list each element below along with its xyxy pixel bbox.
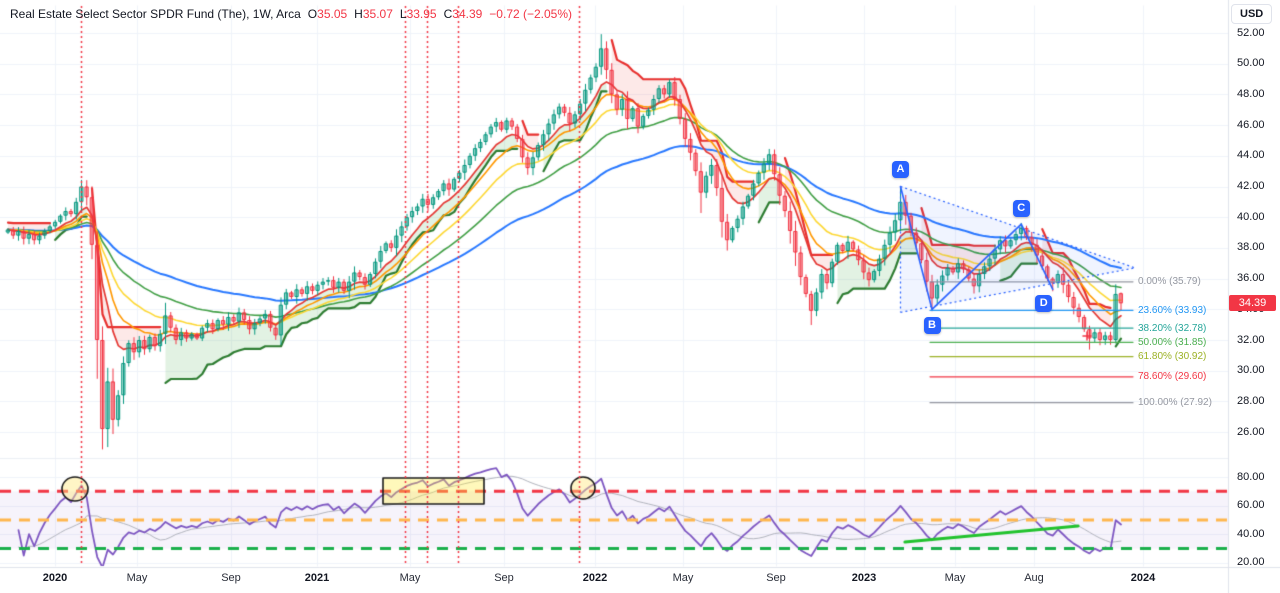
price-tick-label: 44.00 <box>1237 149 1265 162</box>
fib-level-label: 100.00% (27.92) <box>1138 397 1212 409</box>
high-value: 35.07 <box>362 7 393 21</box>
price-tick-label: 38.00 <box>1237 241 1265 254</box>
price-tick-label: 46.00 <box>1237 118 1265 131</box>
fib-level-label: 50.00% (31.85) <box>1138 336 1207 348</box>
price-tick-label: 50.00 <box>1237 57 1265 70</box>
price-tick-label: 26.00 <box>1237 425 1265 438</box>
fib-level-label: 78.60% (29.60) <box>1138 371 1207 383</box>
symbol-title[interactable]: Real Estate Select Sector SPDR Fund (The… <box>10 7 301 21</box>
time-tick-label: Sep <box>494 572 514 584</box>
time-tick-label: Sep <box>766 572 786 584</box>
price-tick-label: 30.00 <box>1237 364 1265 377</box>
title-bar: Real Estate Select Sector SPDR Fund (The… <box>10 7 572 21</box>
last-price-badge: 34.39 <box>1229 295 1276 312</box>
pattern-point-d[interactable]: D <box>1035 294 1053 312</box>
price-tick-label: 32.00 <box>1237 333 1265 346</box>
rsi-tick-label: 20.00 <box>1237 556 1265 569</box>
time-tick-label: Aug <box>1024 572 1044 584</box>
time-tick-label: 2021 <box>304 572 330 584</box>
price-tick-label: 52.00 <box>1237 26 1265 39</box>
fib-level-label: 61.80% (30.92) <box>1138 351 1207 363</box>
currency-button[interactable]: USD <box>1231 4 1273 24</box>
fib-level-label: 23.60% (33.93) <box>1138 304 1207 316</box>
time-tick-label: May <box>944 572 966 584</box>
low-label: L <box>399 7 407 21</box>
pattern-point-c[interactable]: C <box>1012 199 1030 217</box>
open-label: O <box>307 7 318 21</box>
time-tick-label: May <box>399 572 421 584</box>
time-tick-label: 2024 <box>1130 572 1156 584</box>
time-tick-label: Sep <box>221 572 241 584</box>
price-tick-label: 42.00 <box>1237 180 1265 192</box>
open-value: 35.05 <box>317 7 348 21</box>
pattern-point-a[interactable]: A <box>892 161 909 178</box>
price-tick-label: 48.00 <box>1237 87 1265 100</box>
time-tick-label: 2023 <box>851 572 877 584</box>
rsi-tick-label: 80.00 <box>1237 470 1265 483</box>
rsi-tick-label: 60.00 <box>1237 499 1265 512</box>
fib-level-label: 0.00% (35.79) <box>1138 276 1201 288</box>
price-tick-label: 28.00 <box>1237 394 1265 407</box>
rsi-tick-label: 40.00 <box>1237 527 1265 540</box>
time-tick-label: 2022 <box>582 572 608 584</box>
pattern-point-b[interactable]: B <box>923 316 941 334</box>
price-tick-label: 36.00 <box>1237 272 1265 285</box>
time-tick-label: 2020 <box>42 572 68 584</box>
time-tick-label: May <box>672 572 694 584</box>
change-value: −0.72 (−2.05%) <box>489 7 573 21</box>
high-label: H <box>354 7 363 21</box>
close-value: 34.39 <box>452 7 483 21</box>
price-tick-label: 40.00 <box>1237 210 1265 223</box>
time-tick-label: May <box>126 572 148 584</box>
low-value: 33.95 <box>406 7 437 21</box>
close-label: C <box>443 7 453 21</box>
fib-level-label: 38.20% (32.78) <box>1138 322 1207 334</box>
